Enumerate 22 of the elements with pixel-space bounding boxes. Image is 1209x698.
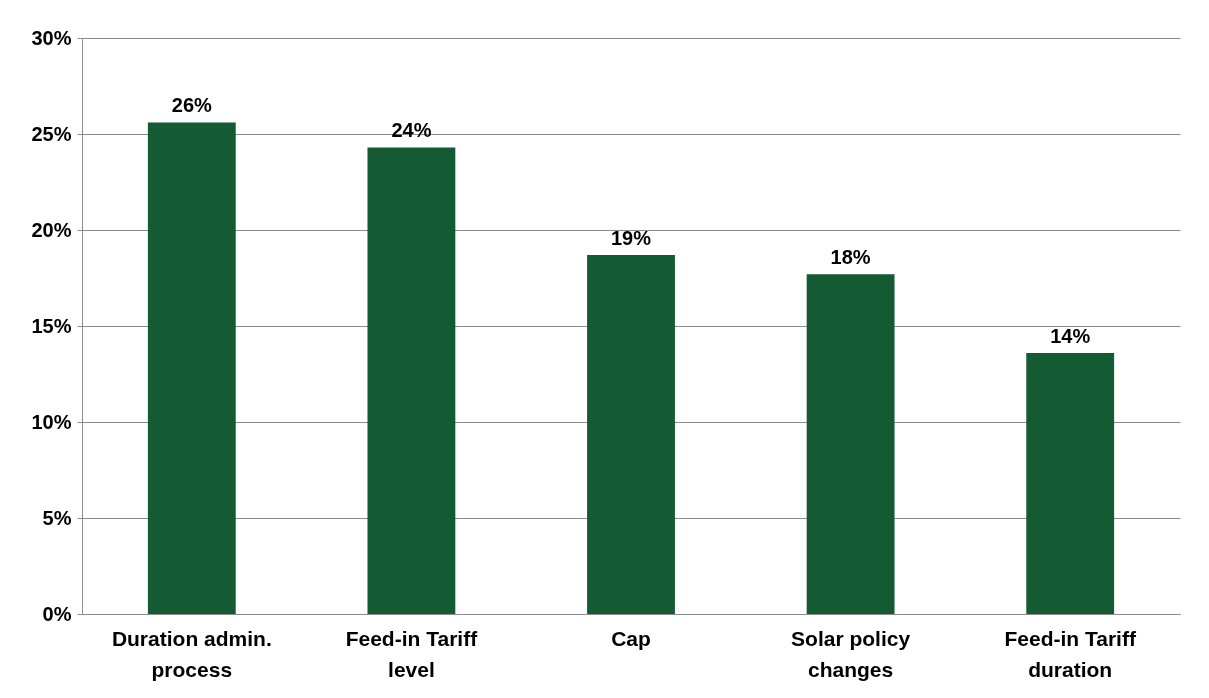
data-label: 24%: [391, 119, 432, 142]
bar: [367, 147, 456, 614]
data-label: 14%: [1050, 324, 1091, 347]
y-tick-label: 5%: [42, 506, 72, 529]
y-tick-label: 10%: [31, 410, 72, 433]
bar: [806, 274, 895, 614]
x-tick-label: Feed-in Tariff duration: [1004, 626, 1137, 681]
data-label: 19%: [610, 226, 652, 249]
bar: [147, 122, 236, 614]
y-tick-label: 20%: [31, 218, 72, 241]
y-tick-label: 15%: [31, 314, 72, 337]
y-tick-label: 0%: [42, 602, 72, 625]
x-tick-label: Feed-in Tariff level: [345, 626, 479, 681]
x-tick-label: Cap: [611, 626, 651, 650]
bar: [587, 254, 675, 614]
data-label: 26%: [171, 94, 213, 117]
data-label: 18%: [830, 246, 871, 269]
y-tick-label: 25%: [31, 122, 72, 145]
x-tick-label: Solar policy changes: [791, 626, 911, 681]
y-tick-label: 30%: [31, 26, 72, 49]
x-tick-label: Duration admin. process: [111, 626, 272, 681]
bar: [1026, 352, 1115, 614]
